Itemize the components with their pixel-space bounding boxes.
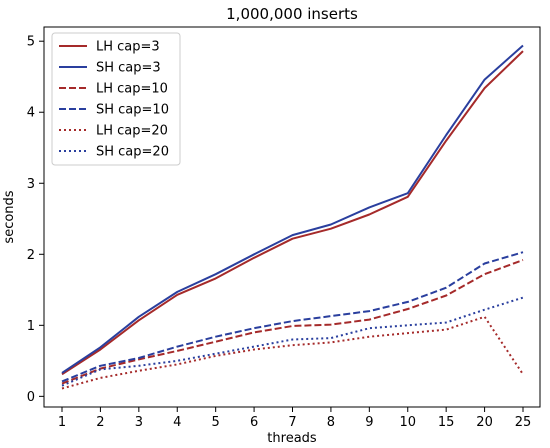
legend-label: LH cap=20 (96, 124, 168, 139)
x-tick-label: 5 (212, 415, 220, 430)
series-line (61, 259, 524, 385)
y-axis: 0 1 2 3 4 5 (27, 35, 44, 405)
x-axis-label: threads (267, 431, 317, 446)
x-axis: 1 2 3 4 5 6 7 8 9 10 15 20 25 (58, 407, 531, 430)
x-tick-label: 7 (288, 415, 296, 430)
series-line (61, 50, 524, 376)
legend-label: SH cap=3 (96, 61, 161, 76)
legend: LH cap=3 SH cap=3 LH cap=10 SH cap=10 LH cap… (51, 32, 181, 166)
x-tick-label: 9 (365, 415, 373, 430)
x-tick-label: 25 (515, 415, 532, 430)
legend-label: SH cap=10 (96, 103, 169, 118)
y-tick-label: 0 (27, 390, 35, 405)
x-tick-label: 3 (135, 415, 143, 430)
legend-label: LH cap=10 (96, 82, 168, 97)
series-layer (61, 44, 524, 390)
x-tick-label: 8 (327, 415, 335, 430)
x-tick-label: 2 (96, 415, 104, 430)
y-tick-label: 3 (27, 177, 35, 192)
x-tick-label: 6 (250, 415, 258, 430)
series-line (61, 296, 524, 387)
series-line (61, 44, 524, 374)
y-axis-label: seconds (2, 190, 17, 243)
x-tick-label: 4 (173, 415, 181, 430)
y-tick-label: 4 (27, 106, 35, 121)
x-tick-label: 10 (399, 415, 416, 430)
legend-label: SH cap=20 (96, 145, 169, 160)
y-tick-label: 1 (27, 319, 35, 334)
series-line (61, 315, 524, 390)
y-tick-label: 5 (27, 35, 35, 50)
x-tick-label: 15 (438, 415, 455, 430)
legend-label: LH cap=3 (96, 40, 160, 55)
x-tick-label: 20 (476, 415, 493, 430)
series-line (61, 251, 524, 383)
chart-title: 1,000,000 inserts (226, 5, 358, 23)
y-tick-label: 2 (27, 248, 35, 263)
x-tick-label: 1 (58, 415, 66, 430)
